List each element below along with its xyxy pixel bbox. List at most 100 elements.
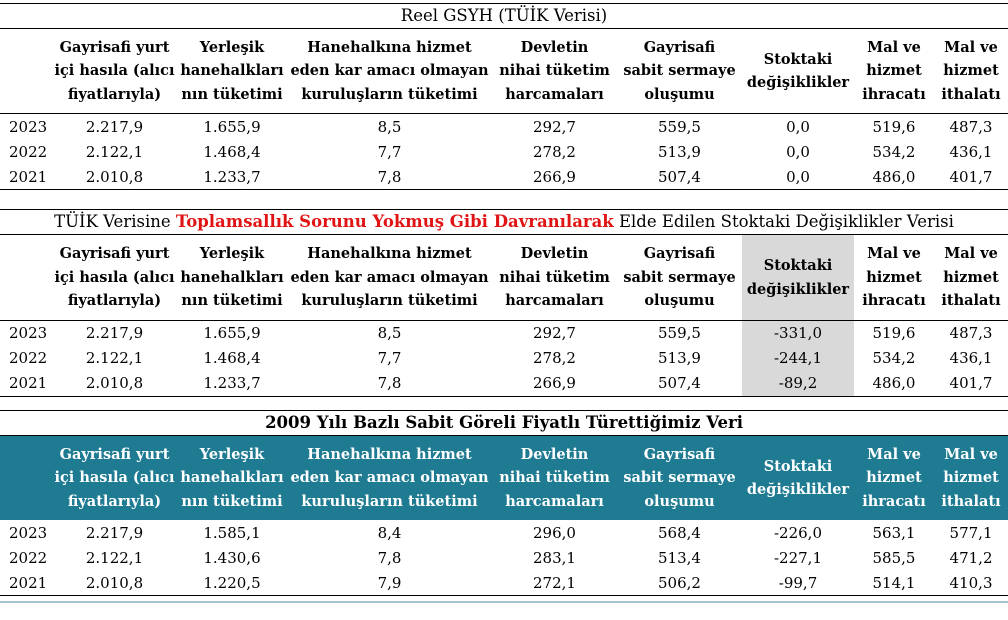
data-cell: 7,8 [377, 548, 402, 567]
data-cell: 486,0 [854, 370, 934, 397]
column-header: Mal ve hizmet ihracatı [854, 28, 934, 115]
data-cell: 519,6 [872, 324, 916, 343]
table-row: 2021 2.010,8 1.220,5 7,9 272,1 506,2 -99,7 514,… [0, 570, 1008, 597]
column-header: Mal ve hizmet ithalatı [934, 234, 1008, 321]
data-cell: 2.122,1 [85, 349, 144, 368]
teal-underline [0, 601, 1008, 604]
column-header: Gayrisafi yurt içi hasıla (alıcı fiyatla… [52, 234, 177, 321]
data-cell: 585,5 [872, 548, 916, 567]
column-header: Gayrisafi sabit sermaye oluşumu [617, 435, 742, 521]
column-header: Stoktaki değişiklikler [742, 234, 854, 321]
data-cell: -226,0 [773, 523, 822, 542]
data-cell: -89,2 [742, 370, 854, 397]
table-title: Reel GSYH (TÜİK Verisi) [0, 3, 1008, 29]
data-cell: 266,9 [492, 370, 617, 397]
column-header: Gayrisafi sabit sermaye oluşumu [617, 234, 742, 321]
table-row: 2021 2.010,8 1.233,7 7,8 266,9 507,4 -89,2 486,… [0, 370, 1008, 397]
title-segment: TÜİK Verisine [54, 212, 176, 232]
data-cell: 2.010,8 [52, 164, 177, 191]
data-cell: 519,6 [872, 117, 916, 136]
data-cell: 2.122,1 [85, 142, 144, 161]
column-header: Yerleşik hanehalkları nın tüketimi [177, 234, 287, 321]
data-cell: 1.655,9 [203, 324, 261, 343]
data-cell: 507,4 [617, 370, 742, 397]
data-cell: 7,7 [377, 349, 402, 368]
data-cell: 513,4 [658, 548, 701, 567]
corner-header [0, 234, 52, 321]
data-cell: 7,7 [377, 142, 402, 161]
column-header: Stoktaki değişiklikler [742, 28, 854, 115]
data-cell: 563,1 [872, 523, 916, 542]
data-cell: 7,9 [287, 570, 492, 597]
table-tuik-reel-gsyh: Reel GSYH (TÜİK Verisi) Gayrisafi yurt iç… [0, 3, 1008, 191]
data-cell: 278,2 [533, 142, 576, 161]
data-cell: 1.468,4 [203, 349, 261, 368]
data-cell: 2.122,1 [85, 548, 144, 567]
data-cell: 7,8 [287, 370, 492, 397]
data-cell: 513,9 [658, 349, 701, 368]
data-cell: 292,7 [533, 324, 576, 343]
data-cell: -99,7 [742, 570, 854, 597]
column-header-row: Gayrisafi yurt içi hasıla (alıcı fiyatla… [0, 435, 1008, 521]
data-cell: 577,1 [949, 523, 993, 542]
data-cell: 8,4 [377, 523, 402, 542]
data-cell: 2.010,8 [52, 370, 177, 397]
column-header: Mal ve hizmet ihracatı [854, 234, 934, 321]
table-row: 2023 2.217,9 1.655,9 8,5 292,7 559,5 0,0 519,6 4… [0, 114, 1008, 140]
data-cell: -331,0 [742, 320, 854, 346]
data-cell: 513,9 [658, 142, 701, 161]
data-cell: 436,1 [949, 349, 993, 368]
year-cell: 2021 [0, 370, 52, 397]
column-header: Hanehalkına hizmet eden kar amacı olmaya… [287, 234, 492, 321]
table-title-row: TÜİK Verisine Toplamsallık Sorunu Yokmuş… [0, 209, 1008, 236]
table-row: 2022 2.122,1 1.468,4 7,7 278,2 513,9 -244,1 534… [0, 345, 1008, 371]
column-header: Gayrisafi yurt içi hasıla (alıcı fiyatla… [52, 435, 177, 521]
table-title: 2009 Yılı Bazlı Sabit Göreli Fiyatlı Tür… [0, 409, 1008, 436]
column-header: Yerleşik hanehalkları nın tüketimi [177, 435, 287, 521]
data-cell: 283,1 [533, 548, 576, 567]
table-title-row: Reel GSYH (TÜİK Verisi) [0, 3, 1008, 29]
title-segment: Elde Edilen Stoktaki Değişiklikler Veris… [613, 212, 954, 232]
data-cell: 272,1 [492, 570, 617, 597]
table-tureted-2009-bazli: 2009 Yılı Bazlı Sabit Göreli Fiyatlı Tür… [0, 409, 1008, 597]
data-cell: 486,0 [854, 164, 934, 191]
year-cell: 2021 [0, 164, 52, 191]
year-cell: 2023 [9, 324, 48, 343]
table-row: 2023 2.217,9 1.585,1 8,4 296,0 568,4 -226,0 563… [0, 520, 1008, 545]
table-title-row: 2009 Yılı Bazlı Sabit Göreli Fiyatlı Tür… [0, 409, 1008, 436]
data-cell: 1.430,6 [203, 548, 261, 567]
gdp-tables-report: Reel GSYH (TÜİK Verisi) Gayrisafi yurt iç… [0, 3, 1008, 604]
data-cell: 8,5 [377, 117, 402, 136]
data-cell: 1.468,4 [203, 142, 261, 161]
table-row: 2022 2.122,1 1.468,4 7,7 278,2 513,9 0,0 534,2 4… [0, 139, 1008, 164]
title-segment: 2009 Yılı Bazlı Sabit Göreli Fiyatlı Tür… [265, 412, 743, 432]
data-cell: 559,5 [658, 117, 701, 136]
data-cell: 559,5 [658, 324, 701, 343]
data-cell: 2.217,9 [85, 117, 144, 136]
column-header: Mal ve hizmet ihracatı [854, 435, 934, 521]
column-header: Mal ve hizmet ithalatı [934, 435, 1008, 521]
year-cell: 2022 [9, 349, 48, 368]
data-cell: 2.217,9 [85, 523, 144, 542]
column-header-row: Gayrisafi yurt içi hasıla (alıcı fiyatla… [0, 28, 1008, 115]
data-cell: 507,4 [617, 164, 742, 191]
data-cell: -227,1 [773, 548, 822, 567]
data-cell: 278,2 [533, 349, 576, 368]
column-header-row: Gayrisafi yurt içi hasıla (alıcı fiyatla… [0, 234, 1008, 321]
year-cell: 2022 [9, 142, 48, 161]
data-cell: 0,0 [742, 164, 854, 191]
data-cell: 514,1 [854, 570, 934, 597]
table-title: TÜİK Verisine Toplamsallık Sorunu Yokmuş… [0, 209, 1008, 236]
data-cell: 266,9 [492, 164, 617, 191]
data-cell: 436,1 [949, 142, 993, 161]
data-cell: 2.217,9 [85, 324, 144, 343]
column-header: Yerleşik hanehalkları nın tüketimi [177, 28, 287, 115]
data-cell: 568,4 [658, 523, 701, 542]
year-cell: 2022 [9, 548, 48, 567]
data-cell: 1.233,7 [177, 164, 287, 191]
column-header: Stoktaki değişiklikler [742, 435, 854, 521]
data-cell: 534,2 [872, 142, 916, 161]
data-cell: 410,3 [934, 570, 1008, 597]
year-cell: 2021 [0, 570, 52, 597]
title-segment: Reel GSYH (TÜİK Verisi) [400, 6, 608, 25]
